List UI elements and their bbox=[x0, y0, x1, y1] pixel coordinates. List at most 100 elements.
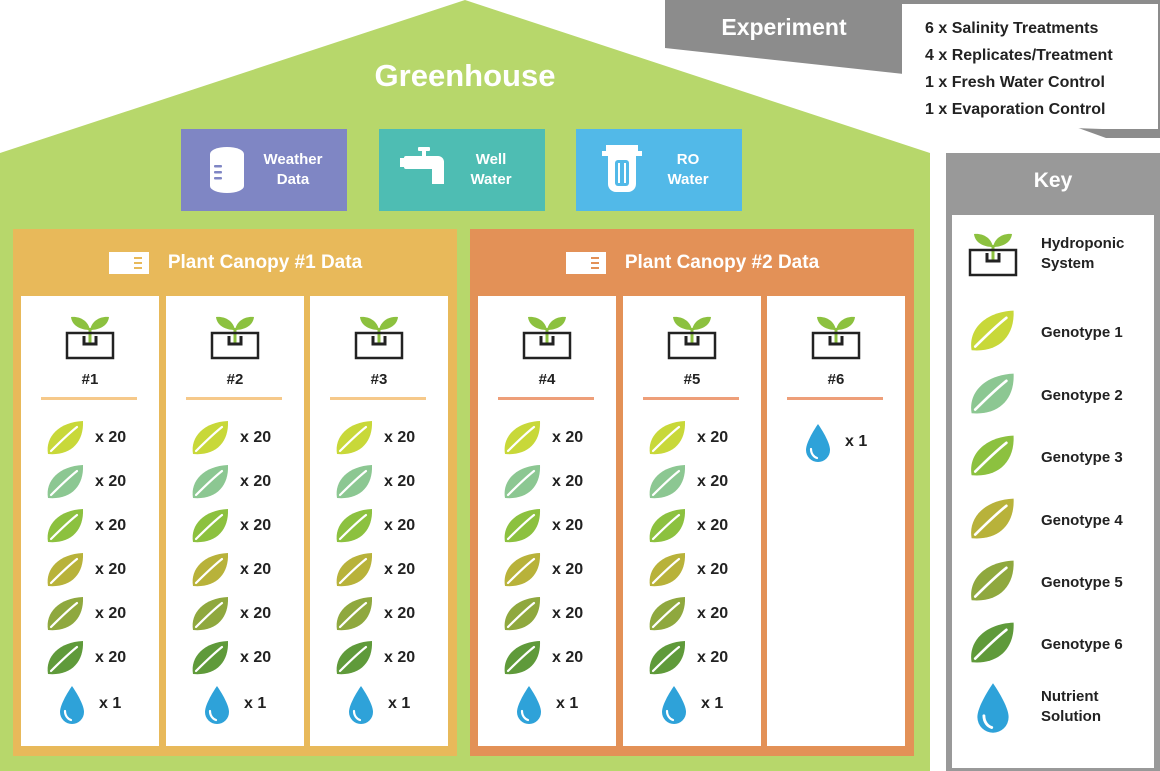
leaf-icon bbox=[334, 551, 374, 589]
genotype-row: x 20 bbox=[647, 462, 728, 502]
genotype-row: x 20 bbox=[190, 638, 271, 678]
genotype-row: x 20 bbox=[190, 594, 271, 634]
hydroponic-system-icon bbox=[968, 229, 1018, 282]
key-label-line1: Genotype 5 bbox=[1041, 574, 1123, 591]
source-label-line1: Well bbox=[475, 151, 507, 168]
system-label: #2 bbox=[226, 371, 244, 388]
canopy-header: Plant Canopy #2 Data bbox=[470, 243, 914, 283]
nutrient-row: x 1 bbox=[791, 422, 867, 462]
leaf-icon bbox=[334, 595, 374, 633]
nutrient-row: x 1 bbox=[334, 684, 410, 724]
plant-count: x 20 bbox=[552, 517, 584, 534]
leaf-icon bbox=[45, 463, 85, 501]
plant-count: x 20 bbox=[240, 605, 272, 622]
hydroponic-system-icon bbox=[210, 312, 260, 365]
plant-count: x 20 bbox=[240, 517, 272, 534]
system-label: #3 bbox=[370, 371, 388, 388]
water-drop-icon bbox=[516, 685, 542, 724]
key-label: Genotype 5 bbox=[1041, 558, 1123, 608]
source-label-line2: Water bbox=[470, 171, 512, 188]
system-divider bbox=[787, 397, 883, 400]
source-label-line2: Data bbox=[276, 171, 310, 188]
leaf-icon bbox=[647, 419, 687, 457]
key-title: Key bbox=[1033, 169, 1073, 192]
system-divider bbox=[643, 397, 739, 400]
genotype-row: x 20 bbox=[647, 594, 728, 634]
key-item: Genotype 6 bbox=[952, 620, 1154, 670]
canopy-header: Plant Canopy #1 Data bbox=[13, 243, 457, 283]
genotype-row: x 20 bbox=[334, 418, 415, 458]
nutrient-count: x 1 bbox=[99, 695, 122, 712]
nutrient-count: x 1 bbox=[556, 695, 579, 712]
plant-count: x 20 bbox=[697, 649, 729, 666]
leaf-icon bbox=[334, 507, 374, 545]
genotype-row: x 20 bbox=[502, 638, 583, 678]
plant-count: x 20 bbox=[552, 473, 584, 490]
plant-count: x 20 bbox=[384, 649, 416, 666]
leaf-icon bbox=[190, 551, 230, 589]
genotype-row: x 20 bbox=[502, 550, 583, 590]
hydroponic-system-column: #5 x 20 x 20 x 20 x 20 x 20 x 20 x 1 bbox=[623, 296, 761, 746]
experiment-line: 4 x Replicates/Treatment bbox=[925, 47, 1113, 64]
leaf-icon bbox=[502, 419, 542, 457]
genotype-row: x 20 bbox=[334, 550, 415, 590]
genotype-row: x 20 bbox=[190, 550, 271, 590]
canopy-title: Plant Canopy #1 Data bbox=[167, 252, 363, 273]
genotype-row: x 20 bbox=[45, 506, 126, 546]
key-label: Genotype 3 bbox=[1041, 433, 1123, 483]
hydroponic-system-icon bbox=[811, 312, 861, 365]
hydroponic-system-column: #4 x 20 x 20 x 20 x 20 x 20 x 20 x 1 bbox=[478, 296, 616, 746]
key-label-line2: System bbox=[1041, 255, 1095, 272]
plant-count: x 20 bbox=[95, 649, 127, 666]
experiment-details: 6 x Salinity Treatments 4 x Replicates/T… bbox=[925, 15, 1155, 123]
key-label-line1: Hydroponic bbox=[1041, 235, 1125, 252]
hydroponic-system-column: #3 x 20 x 20 x 20 x 20 x 20 x 20 x 1 bbox=[310, 296, 448, 746]
plant-count: x 20 bbox=[697, 473, 729, 490]
system-divider bbox=[498, 397, 594, 400]
leaf-icon bbox=[334, 639, 374, 677]
key-label-line1: Genotype 4 bbox=[1041, 512, 1123, 529]
nutrient-row: x 1 bbox=[502, 684, 578, 724]
plant-count: x 20 bbox=[552, 429, 584, 446]
key-label: Genotype 2 bbox=[1041, 371, 1123, 421]
water-drop-icon bbox=[805, 423, 831, 462]
plant-count: x 20 bbox=[697, 605, 729, 622]
plant-canopy-2: Plant Canopy #2 Data #4 x 20 x 20 x 20 x 20 x… bbox=[470, 229, 914, 756]
plant-canopy-1: Plant Canopy #1 Data #1 x 20 x 20 x 20 x 20 x… bbox=[13, 229, 457, 756]
plant-count: x 20 bbox=[384, 473, 416, 490]
leaf-icon bbox=[502, 463, 542, 501]
key-item: Genotype 2 bbox=[952, 371, 1154, 421]
source-label-line1: RO bbox=[676, 151, 700, 168]
experiment-details-card bbox=[902, 4, 1158, 129]
nutrient-row: x 1 bbox=[45, 684, 121, 724]
genotype-row: x 20 bbox=[190, 462, 271, 502]
leaf-icon bbox=[968, 308, 1016, 359]
database-icon bbox=[199, 145, 255, 195]
plant-count: x 20 bbox=[552, 605, 584, 622]
leaf-icon bbox=[190, 639, 230, 677]
key-label: Genotype 6 bbox=[1041, 620, 1123, 670]
genotype-row: x 20 bbox=[334, 462, 415, 502]
leaf-icon bbox=[334, 463, 374, 501]
water-filter-icon bbox=[594, 145, 650, 195]
key-item: Hydroponic System bbox=[952, 229, 1154, 279]
nutrient-count: x 1 bbox=[701, 695, 724, 712]
nutrient-row: x 1 bbox=[647, 684, 723, 724]
leaf-icon bbox=[45, 551, 85, 589]
system-label: #6 bbox=[827, 371, 845, 388]
water-drop-icon bbox=[59, 685, 85, 724]
hydroponic-system-icon bbox=[354, 312, 404, 365]
genotype-row: x 20 bbox=[647, 418, 728, 458]
plant-count: x 20 bbox=[552, 561, 584, 578]
nutrient-row: x 1 bbox=[190, 684, 266, 724]
system-divider bbox=[186, 397, 282, 400]
genotype-row: x 20 bbox=[502, 462, 583, 502]
experiment-line: 6 x Salinity Treatments bbox=[925, 20, 1099, 37]
system-label: #4 bbox=[538, 371, 556, 388]
nutrient-count: x 1 bbox=[845, 433, 868, 450]
plant-count: x 20 bbox=[697, 517, 729, 534]
leaf-icon bbox=[45, 639, 85, 677]
plant-count: x 20 bbox=[552, 649, 584, 666]
key-label: Hydroponic System bbox=[1041, 229, 1124, 279]
plant-count: x 20 bbox=[240, 473, 272, 490]
